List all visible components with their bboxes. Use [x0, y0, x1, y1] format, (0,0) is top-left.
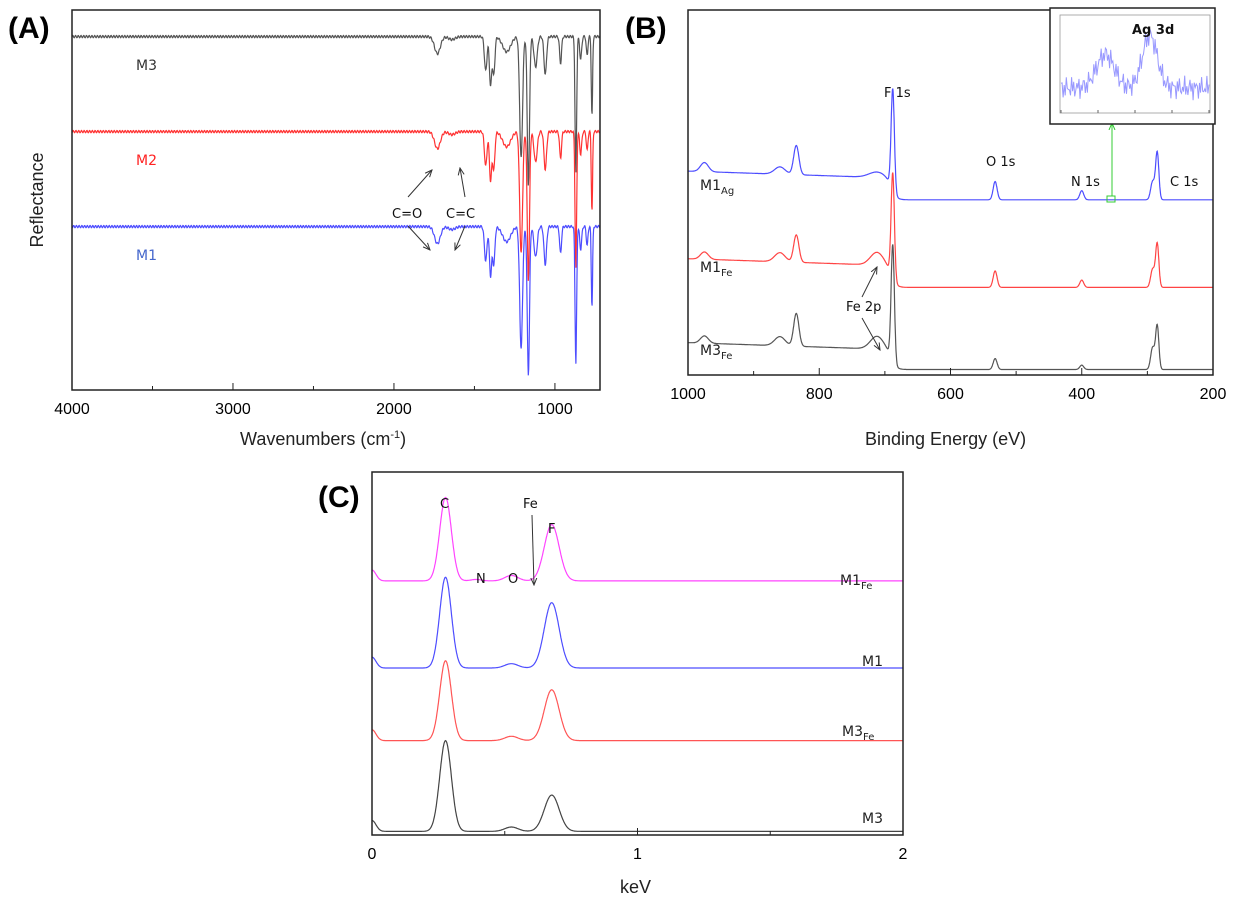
series-line-m1 [371, 576, 903, 669]
series-line-m1fe [371, 496, 903, 582]
panel-c-series [371, 496, 903, 832]
annotation-n: N [476, 572, 486, 587]
legend-m2: M2 [136, 153, 157, 169]
inset-ag3d: Ag 3d [1049, 7, 1216, 125]
panel-a-tick-label: 1000 [537, 401, 573, 418]
panel-a: (A) 4000 3000 2000 1000 Wavenumbers (cm-1) … [8, 9, 601, 449]
panel-b-tick-label: 200 [1200, 386, 1227, 403]
panel-a-tick-label: 3000 [215, 401, 251, 418]
panel-c-tick-label: 1 [633, 846, 642, 863]
panel-c-x-axis: 0 1 2 [368, 828, 908, 863]
inset-series [1060, 28, 1210, 113]
panel-c-tick-label: 2 [899, 846, 908, 863]
annotation-c-c: C=C [446, 207, 475, 222]
arrow-c-o-m2 [407, 170, 432, 198]
series-line-m1fe [688, 172, 1213, 288]
panel-b-tick-label: 800 [806, 386, 833, 403]
series-line-m2 [71, 129, 601, 281]
arrow-fe2p-m3fe [861, 317, 880, 350]
panel-a-series [71, 34, 601, 376]
panel-b-tick-label: 400 [1068, 386, 1095, 403]
legend-m3fe-c: M3Fe [842, 724, 874, 743]
annotation-c-o: C=O [392, 207, 422, 222]
inset-series-line [1060, 28, 1210, 101]
series-line-m3fe [371, 660, 903, 742]
series-line-m3 [71, 34, 601, 186]
series-line-m3fe [688, 244, 1213, 371]
inset-title: Ag 3d [1132, 23, 1174, 38]
legend-m1ag: M1Ag [700, 178, 734, 197]
annotation-c: C [440, 497, 449, 512]
arrow-fe2p-m1fe [861, 267, 877, 298]
panel-b-x-axis: 1000 800 600 400 200 [670, 368, 1226, 403]
panel-a-x-axis: 4000 3000 2000 1000 [54, 383, 573, 418]
panel-b: (B) 1000 800 600 400 200 Binding Energy (eV)… [625, 7, 1226, 449]
panel-a-tick-label: 4000 [54, 401, 90, 418]
legend-m1fe-c: M1Fe [840, 573, 872, 592]
annotation-o1s: O 1s [986, 155, 1016, 170]
panel-c-label: (C) [318, 481, 360, 514]
annotation-fe: Fe [523, 497, 538, 512]
panel-a-ylabel: Reflectance [27, 152, 47, 247]
annotation-f: F [548, 522, 555, 537]
arrow-fe [532, 514, 534, 585]
panel-b-series [688, 88, 1213, 371]
series-line-m1 [71, 224, 601, 376]
legend-m3fe: M3Fe [700, 343, 732, 362]
panel-a-frame [71, 9, 601, 391]
panel-b-tick-label: 600 [937, 386, 964, 403]
legend-m1-c: M1 [862, 654, 883, 670]
legend-m3: M3 [136, 58, 157, 74]
panel-c-xlabel: keV [620, 877, 651, 897]
series-line-m3 [372, 739, 903, 832]
annotation-c1s: C 1s [1170, 175, 1198, 190]
legend-m1fe: M1Fe [700, 260, 732, 279]
arrow-c-o-m1 [407, 225, 430, 250]
inset-plot-area [1059, 14, 1211, 114]
annotation-n1s: N 1s [1071, 175, 1100, 190]
arrow-c-c-m2 [460, 168, 466, 198]
panel-b-xlabel: Binding Energy (eV) [865, 429, 1026, 449]
arrow-c-c-m1 [455, 225, 466, 250]
panel-a-label: (A) [8, 12, 50, 45]
panel-b-label: (B) [625, 12, 667, 45]
series-line-m1ag [688, 88, 1213, 201]
panel-a-xlabel: Wavenumbers (cm-1) [240, 429, 406, 449]
inset-region-marker [1106, 195, 1116, 203]
annotation-f1s: F 1s [884, 86, 911, 101]
legend-m1: M1 [136, 248, 157, 264]
panel-c-tick-label: 0 [368, 846, 377, 863]
annotation-o: O [508, 572, 518, 587]
annotation-fe2p: Fe 2p [846, 300, 881, 315]
panel-c: (C) 0 1 2 keV C N O Fe F M1Fe M1 M3Fe M3 [318, 471, 908, 897]
panel-a-tick-label: 2000 [376, 401, 412, 418]
legend-m3-c: M3 [862, 811, 883, 827]
panel-b-tick-label: 1000 [670, 386, 706, 403]
